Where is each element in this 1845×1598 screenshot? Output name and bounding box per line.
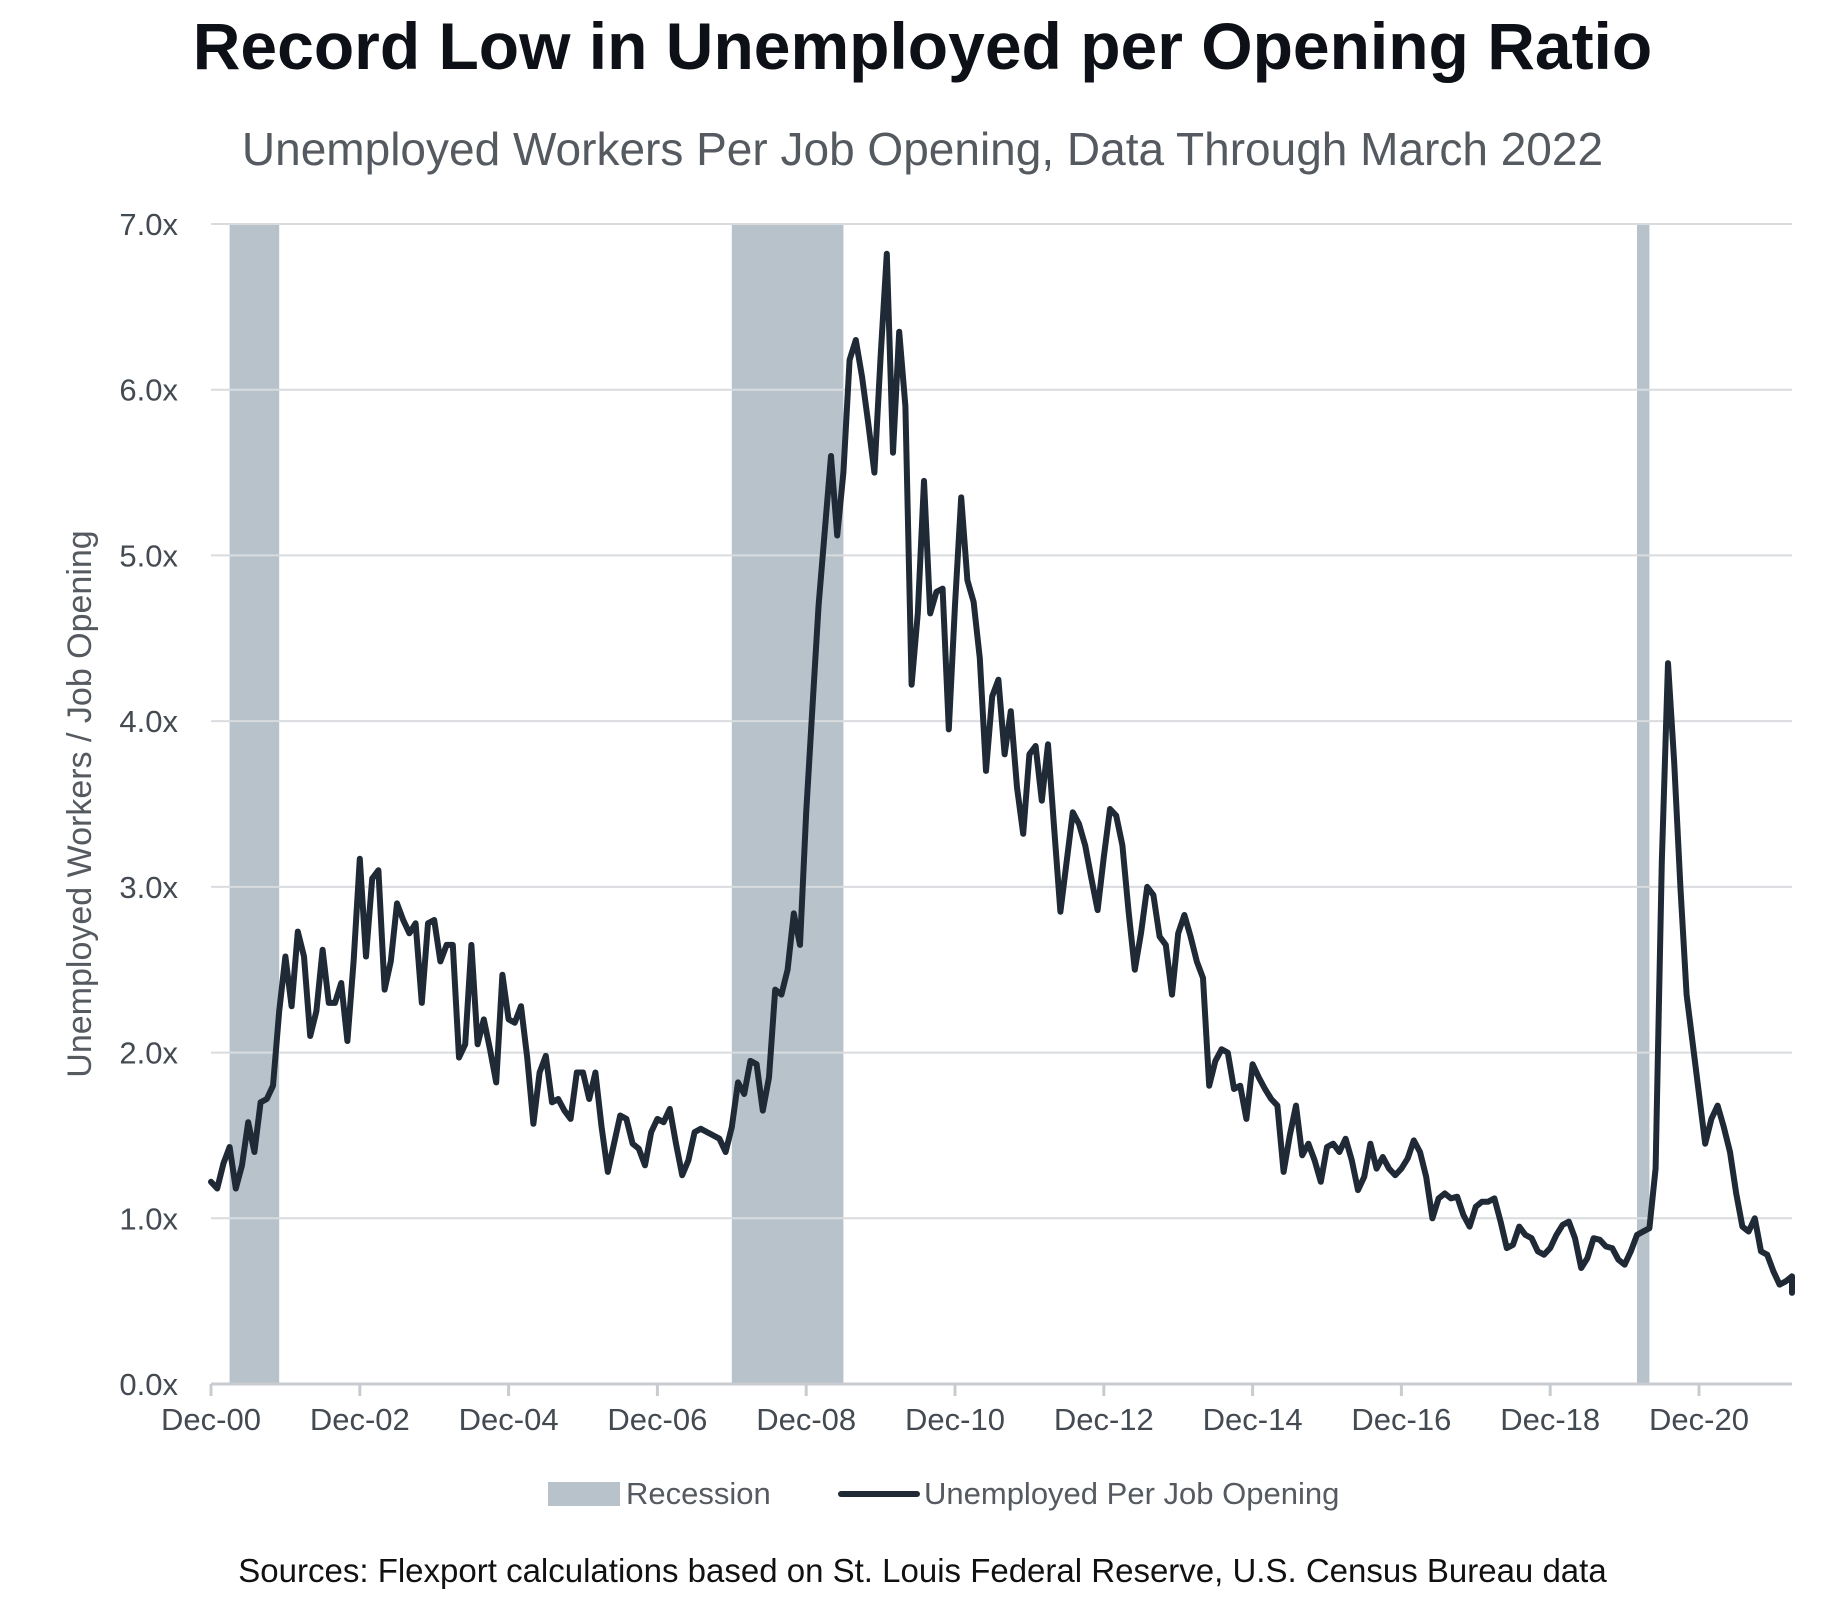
chart-title: Record Low in Unemployed per Opening Rat… <box>192 9 1653 83</box>
y-tick-label: 4.0x <box>119 704 178 739</box>
x-tick-label: Dec-14 <box>1203 1402 1303 1437</box>
x-tick-label: Dec-00 <box>161 1402 261 1437</box>
y-tick-label: 0.0x <box>119 1367 178 1402</box>
recession-band-3 <box>1637 224 1650 1384</box>
x-tick-label: Dec-02 <box>310 1402 410 1437</box>
series-lines <box>208 250 1795 1296</box>
legend-label-series: Unemployed Per Job Opening <box>924 1476 1340 1511</box>
x-tick-labels: Dec-00 Dec-02 Dec-04 Dec-06 Dec-08 Dec-10 Dec-… <box>161 1402 1749 1437</box>
x-tick-label: Dec-18 <box>1500 1402 1600 1437</box>
chart-subtitle: Unemployed Workers Per Job Opening, Data… <box>241 123 1604 175</box>
x-tick-label: Dec-06 <box>607 1402 707 1437</box>
legend-item-recession: Recession <box>548 1476 771 1512</box>
y-axis-label: Unemployed Workers / Job Opening <box>61 530 99 1077</box>
x-tick-label: Dec-10 <box>905 1402 1005 1437</box>
y-tick-label: 1.0x <box>119 1201 178 1236</box>
y-tick-label: 5.0x <box>119 538 178 573</box>
x-tick-label: Dec-20 <box>1649 1402 1749 1437</box>
y-tick-label: 6.0x <box>119 373 178 408</box>
x-tick-label: Dec-04 <box>459 1402 559 1437</box>
recession-band-2 <box>731 224 844 1384</box>
x-tick-label: Dec-12 <box>1054 1402 1154 1437</box>
gridlines <box>211 223 1792 1220</box>
legend-item-series: Unemployed Per Job Opening <box>838 1476 1339 1512</box>
recession-band-1 <box>229 224 280 1384</box>
source-note: Sources: Flexport calculations based on … <box>238 1552 1607 1589</box>
legend-swatch-recession <box>548 1482 620 1506</box>
y-tick-labels: 0.0x 1.0x 2.0x 3.0x 4.0x 5.0x 6.0x 7.0x <box>119 207 178 1402</box>
legend-swatch-series <box>838 1491 920 1497</box>
y-tick-label: 2.0x <box>119 1036 178 1071</box>
y-tick-label: 7.0x <box>119 207 178 242</box>
x-tick-label: Dec-16 <box>1351 1402 1451 1437</box>
legend: Recession Unemployed Per Job Opening <box>0 1476 1845 1526</box>
series-line-1 <box>208 250 1795 1296</box>
x-tick-label: Dec-08 <box>756 1402 856 1437</box>
y-tick-label: 3.0x <box>119 870 178 905</box>
legend-label-recession: Recession <box>626 1476 771 1511</box>
recession-bands <box>229 224 1650 1384</box>
x-axis <box>209 1382 1792 1396</box>
